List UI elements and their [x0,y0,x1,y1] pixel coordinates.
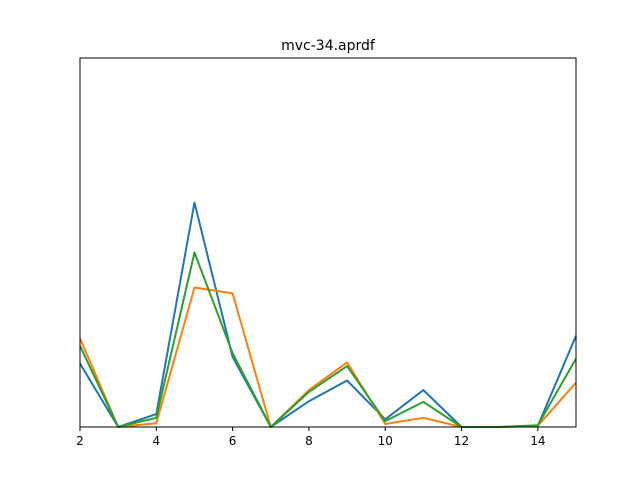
series-layer [79,201,577,428]
x-tick-label: 6 [229,434,237,448]
chart-title: mvc-34.aprdf [281,38,376,54]
x-axis: 2 4 6 8 10 12 14 [76,427,545,448]
x-tick-label: 2 [76,434,84,448]
series-line-2 [79,286,577,428]
x-tick-label: 4 [152,434,160,448]
series-line-1 [79,201,577,428]
x-tick-label: 12 [454,434,469,448]
x-tick-label: 10 [378,434,393,448]
plot-frame [79,57,577,428]
series-line-3 [79,251,577,428]
x-tick-label: 8 [305,434,313,448]
x-tick-label: 14 [530,434,545,448]
